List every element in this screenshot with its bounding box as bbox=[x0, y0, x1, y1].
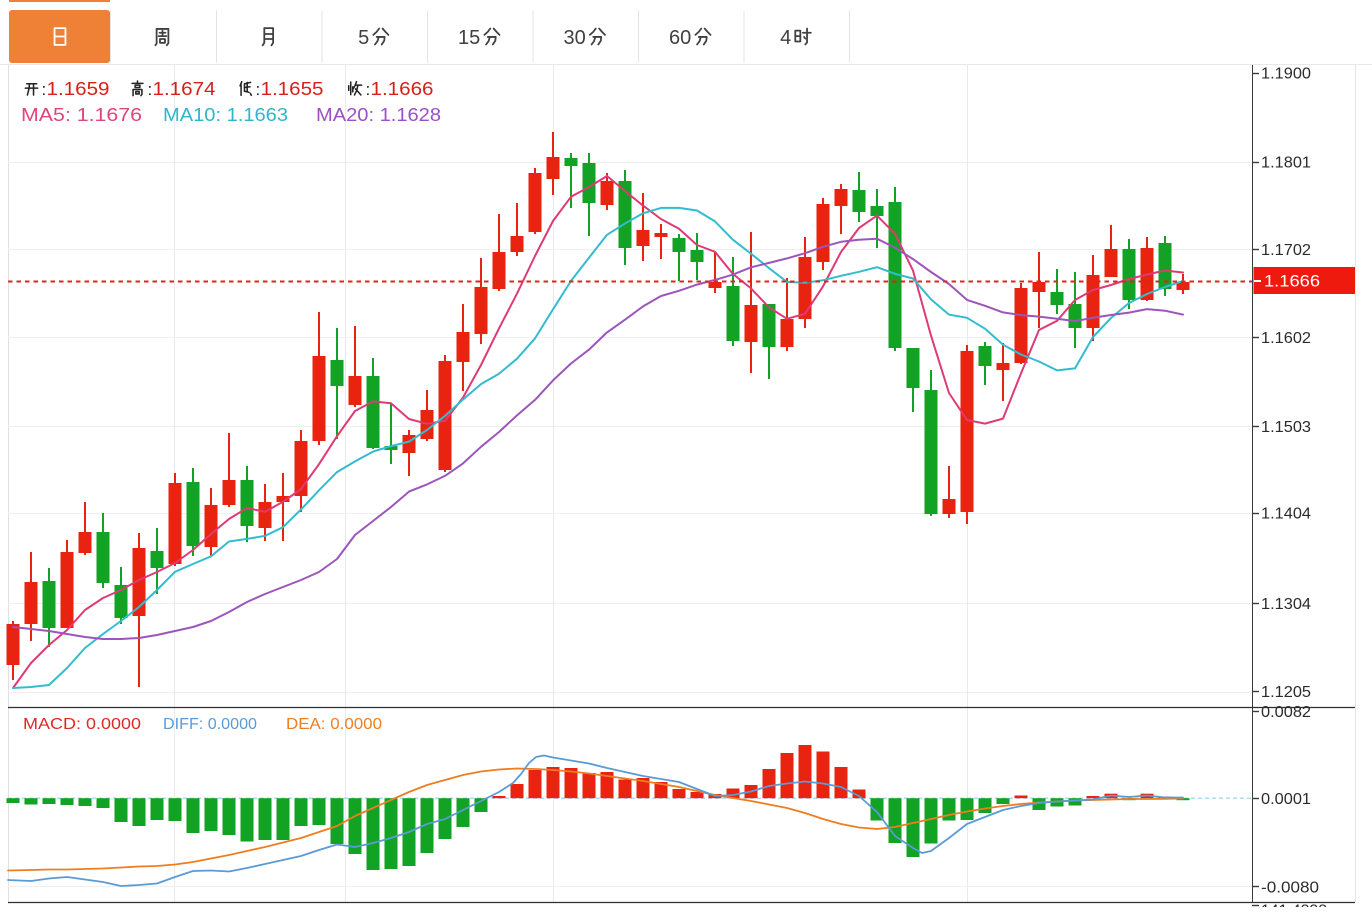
svg-text::: : bbox=[366, 80, 371, 99]
svg-text:-0.0080: -0.0080 bbox=[1261, 879, 1319, 896]
svg-text:1.1602: 1.1602 bbox=[1261, 330, 1311, 347]
svg-text:MA10: 1.1663: MA10: 1.1663 bbox=[163, 105, 288, 125]
svg-text:MA5: 1.1676: MA5: 1.1676 bbox=[21, 105, 142, 125]
svg-text:1.1674: 1.1674 bbox=[153, 79, 216, 99]
svg-text:1.1659: 1.1659 bbox=[47, 79, 110, 99]
svg-text::: : bbox=[42, 80, 47, 99]
svg-text:1.1503: 1.1503 bbox=[1261, 419, 1311, 436]
svg-text:0.0082: 0.0082 bbox=[1261, 704, 1311, 721]
svg-text:1.1702: 1.1702 bbox=[1261, 242, 1311, 259]
svg-text:1.1900: 1.1900 bbox=[1261, 66, 1311, 83]
svg-text:5: 5 bbox=[358, 27, 369, 49]
svg-text:MACD: 0.0000: MACD: 0.0000 bbox=[23, 716, 141, 733]
svg-text:1.1304: 1.1304 bbox=[1261, 596, 1311, 613]
svg-text:1.1666: 1.1666 bbox=[1264, 272, 1320, 291]
svg-text:0.0001: 0.0001 bbox=[1261, 791, 1311, 808]
svg-text:1.1655: 1.1655 bbox=[261, 79, 324, 99]
svg-text:141.4888: 141.4888 bbox=[1261, 903, 1327, 908]
svg-text:60: 60 bbox=[669, 27, 691, 49]
svg-text::: : bbox=[256, 80, 261, 99]
svg-text:30: 30 bbox=[564, 27, 586, 49]
svg-text:DEA: 0.0000: DEA: 0.0000 bbox=[286, 716, 382, 733]
svg-text:1.1205: 1.1205 bbox=[1261, 684, 1311, 701]
svg-text:15: 15 bbox=[458, 27, 480, 49]
svg-text:DIFF: 0.0000: DIFF: 0.0000 bbox=[163, 716, 257, 733]
svg-text:4: 4 bbox=[780, 27, 791, 49]
svg-text:1.1666: 1.1666 bbox=[371, 79, 434, 99]
svg-text::: : bbox=[148, 80, 153, 99]
svg-text:MA20: 1.1628: MA20: 1.1628 bbox=[316, 105, 441, 125]
svg-text:1.1404: 1.1404 bbox=[1261, 506, 1311, 523]
svg-text:1.1801: 1.1801 bbox=[1261, 155, 1311, 172]
